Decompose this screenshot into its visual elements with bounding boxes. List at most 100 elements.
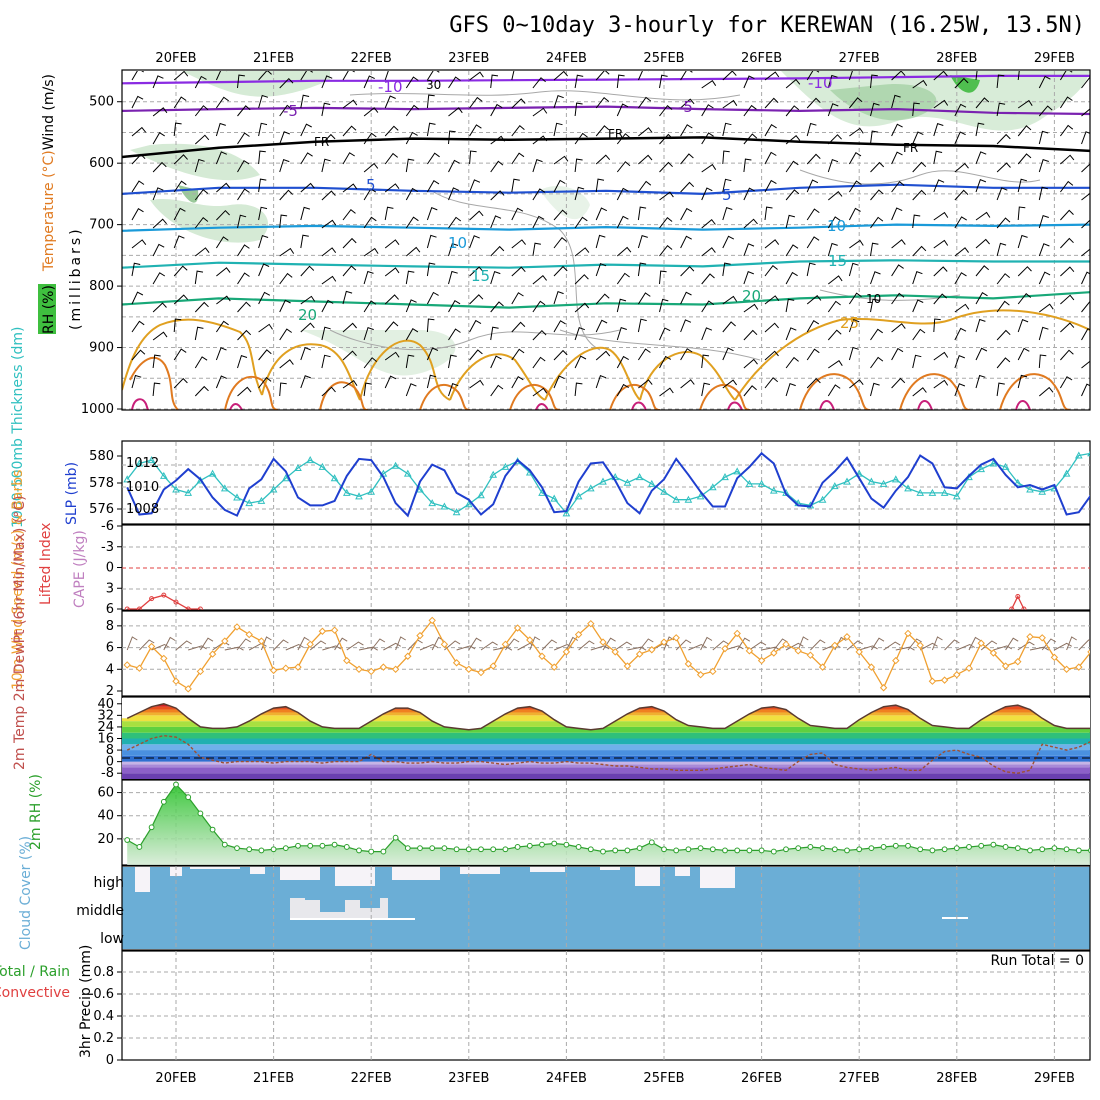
wind-barb [321,133,336,145]
wind-barb [511,348,525,361]
wind-barb [722,321,736,333]
wind-barb [954,247,969,257]
wind-barb [637,206,647,221]
date-label-bottom: 26FEB [741,1071,782,1086]
wind-barb [1017,178,1028,193]
thickness-marker [367,487,376,495]
wind-barb [469,319,482,333]
wind-speed-marker [1001,662,1010,670]
wind-barb [258,122,268,137]
rh-marker [380,848,387,855]
temp-tick-label: 40 [97,697,114,712]
lifted-index-tick-label: 0 [106,561,114,576]
wind-barb [616,215,629,229]
thickness-marker [867,477,876,485]
wind-barb [637,180,652,193]
wind-barb [1017,234,1028,249]
rh-marker [783,846,789,853]
precip-tick-label: 0 [106,1053,114,1068]
wind-barb [785,356,799,369]
wind-barb [215,375,227,389]
wind-barb [426,347,439,361]
date-label-bottom: 22FEB [351,1071,392,1086]
wind-barb [933,318,941,333]
wind-barb [342,152,355,165]
rh-marker [490,846,497,853]
temp-line [126,703,1090,731]
surface-wind-barb [273,639,289,651]
thickness-marker [550,494,559,502]
wind-barb [764,206,773,221]
rh-marker [465,846,472,853]
rh-2m-panel: 20 40 60 2m RH (%) [28,774,1091,866]
wind-barb [1017,153,1032,165]
wind-barb [680,348,693,361]
wind-barb [975,211,991,221]
wind-barb [490,355,502,369]
wind-speed-marker [1026,633,1034,641]
wind-barb [1059,376,1073,389]
pressure-axis: 500 600 700 800 900 1000 [81,95,122,417]
wind-barb [743,358,758,369]
wind-barb [511,178,520,193]
wind-barb [131,349,146,361]
thickness-marker [172,485,180,493]
rh-marker [258,847,265,854]
date-label-top: 24FEB [546,51,587,66]
wind-barb [363,247,379,257]
rh-marker [722,847,728,854]
wind-barb [511,124,525,137]
wind-barb [532,135,548,145]
wind-barb [764,97,779,109]
rh-marker [453,846,460,853]
thickness-marker [416,485,424,493]
thickness-marker [501,462,510,470]
label-minus5-b: -5 [678,98,693,116]
wind-barb [743,218,758,229]
wind-barb [511,266,526,277]
lifted-index-segment [1011,595,1025,610]
wind-barb [321,386,336,397]
wind-barb [975,374,986,389]
precip-panel: 0 0.2 0.4 0.6 0.8 Run Total = 0 Total / Rain… [0,945,1091,1068]
wind-barb [722,71,737,81]
thickness-marker [843,477,851,485]
wind-barb [574,382,583,397]
rh-marker [1063,846,1070,853]
lifted-index-point [1021,606,1027,610]
wind-barb [300,234,309,249]
thickness-marker [1062,469,1071,477]
wind-barb [912,189,927,201]
wind-barb [363,75,375,89]
surface-wind-barb [1041,638,1057,651]
thickness-marker [342,488,351,496]
surface-wind-barb [529,636,541,651]
wind-barb [279,77,294,89]
wind-barb [785,382,796,397]
precip-tick-label: 0.6 [93,987,114,1002]
wind-speed-marker [672,634,680,642]
wind-barb [384,239,400,249]
wind-barb [131,153,146,165]
wind-speed-marker [1050,653,1059,662]
wind-speed-marker [501,640,510,649]
wind-barb [975,179,987,193]
wind-speed-marker [367,667,375,676]
wind-barb [827,300,841,313]
lifted-index-point [149,596,155,602]
slp-tick-label: 1010 [126,480,159,495]
wind-barb [659,244,673,257]
wind-barb [258,263,270,277]
wind-barb [975,97,990,109]
rh-marker [856,846,863,853]
rh-marker [673,847,680,854]
wind-barb [426,207,438,221]
wind-barb [258,206,268,221]
wind-barb [490,103,503,117]
wind-speed-marker [294,663,302,671]
rh-marker [124,837,131,843]
wind-barb [237,386,252,397]
thickness-marker [647,479,656,487]
wind-barb [215,122,226,137]
